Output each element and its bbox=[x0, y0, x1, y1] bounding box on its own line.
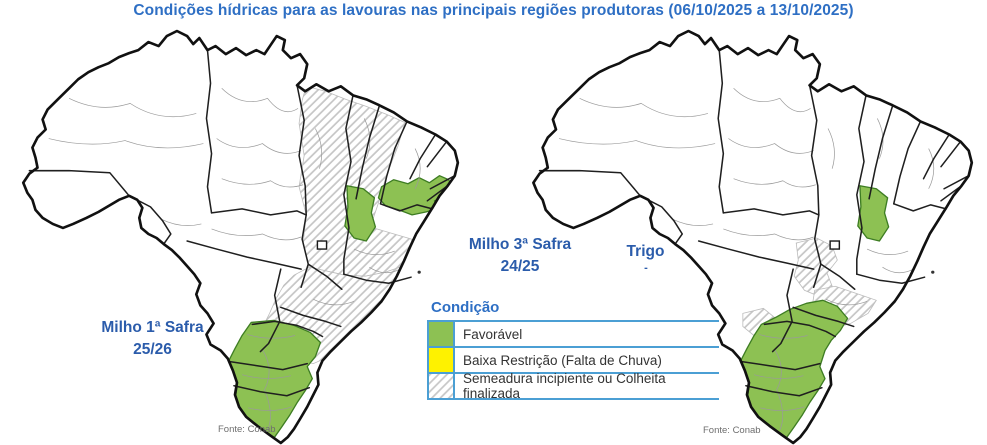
legend-label-semeadura: Semeadura incipiente ou Colheita finaliz… bbox=[463, 371, 666, 401]
green-swatch bbox=[429, 322, 453, 346]
label-milho-1-safra-line2: 25/26 bbox=[133, 341, 172, 359]
legend-label-baixa-restricao: Baixa Restrição (Falta de Chuva) bbox=[463, 352, 662, 368]
brazil-map-milho-svg bbox=[8, 28, 466, 445]
legend-row-favoravel: Favorável bbox=[429, 322, 719, 348]
legend-swatch-semeadura bbox=[429, 374, 455, 398]
source-note-milho: Fonte: Conab bbox=[218, 424, 276, 435]
brazil-map-trigo-svg bbox=[518, 28, 980, 445]
label-trigo: Trigo bbox=[626, 243, 665, 260]
milho-condition-layers bbox=[227, 85, 454, 443]
source-note-trigo: Fonte: Conab bbox=[703, 425, 761, 436]
legend-title: Condição bbox=[431, 299, 500, 316]
label-milho-3-safra: Milho 3ª Safra 24/25 bbox=[425, 234, 615, 279]
label-milho-1-safra-line1: Milho 1ª Safra bbox=[101, 319, 204, 336]
legend-row-baixa-restricao: Baixa Restrição (Falta de Chuva) bbox=[429, 348, 719, 374]
label-milho-3-safra-line1: Milho 3ª Safra bbox=[468, 236, 572, 253]
trigo-hatch-goias bbox=[793, 237, 838, 297]
map-trigo bbox=[518, 28, 980, 445]
legend-row-semeadura: Semeadura incipiente ou Colheita finaliz… bbox=[429, 371, 719, 401]
trigo-condition-layers bbox=[739, 185, 890, 443]
legend-label-favoravel: Favorável bbox=[463, 326, 523, 342]
label-trigo-note: - bbox=[644, 262, 648, 274]
legend-swatch-baixa-restricao bbox=[429, 348, 455, 372]
page-title: Condições hídricas para as lavouras nas … bbox=[133, 2, 854, 19]
legend-swatch-favoravel bbox=[429, 322, 455, 346]
hatch-swatch bbox=[429, 374, 453, 398]
yellow-swatch bbox=[429, 348, 453, 372]
label-milho-1-safra: Milho 1ª Safra 25/26 bbox=[60, 317, 245, 362]
map-milho bbox=[8, 28, 466, 445]
legend-table: Favorável Baixa Restrição (Falta de Chuv… bbox=[427, 320, 719, 401]
legend-condicao: Condição Favorável Baixa Restrição (Falt… bbox=[427, 299, 719, 401]
label-milho-3-safra-line2: 24/25 bbox=[500, 258, 540, 276]
